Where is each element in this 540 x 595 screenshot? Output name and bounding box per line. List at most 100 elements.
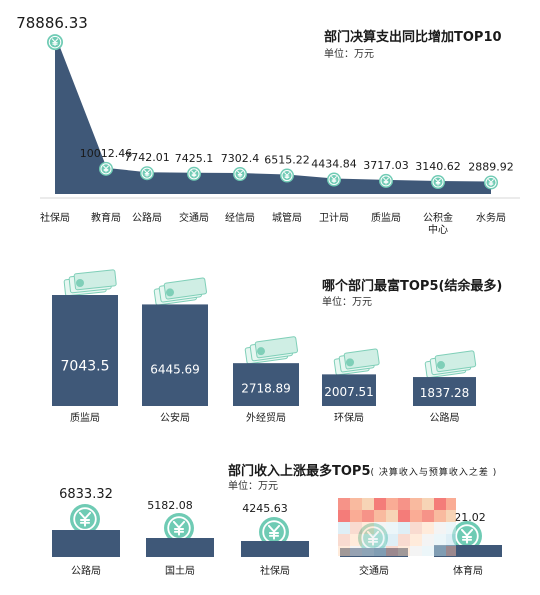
- chart3-category-label: 公路局: [71, 564, 101, 577]
- chart2-bar: [413, 377, 476, 406]
- chart3-value-label: 21.02: [454, 511, 486, 524]
- mosaic-tile: [338, 498, 350, 510]
- mosaic-tile: [374, 522, 386, 534]
- chart2-bar: [233, 363, 299, 406]
- mosaic-tile: [410, 510, 422, 522]
- yuan-coin-icon: [47, 34, 63, 51]
- chart1-value-label: 3717.03: [363, 159, 409, 172]
- chart3-bar: [52, 530, 120, 557]
- chart2-value-label: 2718.89: [241, 381, 291, 395]
- chart3-category-label: 国土局: [165, 564, 195, 577]
- chart1-value-label: 7425.1: [175, 152, 214, 165]
- chart3-unit: 单位：万元: [228, 481, 278, 492]
- mosaic-tile: [350, 510, 362, 522]
- chart1-value-label: 3140.62: [415, 160, 461, 173]
- chart3-bar: [146, 538, 214, 557]
- chart2-value-label: 7043.5: [61, 358, 110, 374]
- obscured-region: [338, 498, 456, 556]
- mosaic-tile: [386, 522, 398, 534]
- mosaic-tile: [350, 546, 362, 556]
- chart1-category-label: 交通局: [179, 211, 209, 224]
- mosaic-tile: [446, 534, 456, 546]
- mosaic-tile: [362, 534, 374, 546]
- chart2-value-label: 6445.69: [150, 362, 200, 376]
- mosaic-tile: [374, 534, 386, 546]
- chart2-category-label: 公安局: [160, 411, 190, 424]
- mosaic-tile: [434, 522, 446, 534]
- chart2-bar: [322, 374, 376, 406]
- yuan-coin-icon: [484, 175, 498, 190]
- yuan-coin-icon: [187, 166, 201, 181]
- chart1-unit: 单位：万元: [324, 49, 374, 60]
- chart1-line: [54, 36, 492, 184]
- yuan-coin-icon: [140, 166, 154, 181]
- mosaic-tile: [422, 546, 434, 556]
- chart2-category-label: 质监局: [70, 411, 100, 424]
- mosaic-tile: [398, 534, 410, 546]
- mosaic-tile: [386, 510, 398, 522]
- chart3-value-label: 4245.63: [242, 502, 288, 515]
- chart1-category-label: 教育局: [91, 211, 121, 224]
- chart1-category-label: 中心: [428, 223, 448, 236]
- chart2-title: 哪个部门最富TOP5(结余最多): [322, 279, 503, 294]
- mosaic-tile: [434, 534, 446, 546]
- mosaic-tile: [410, 534, 422, 546]
- mosaic-tile: [338, 546, 350, 556]
- mosaic-tile: [398, 510, 410, 522]
- chart3-value-label: 5182.08: [147, 499, 193, 512]
- chart2-value-label: 2007.51: [324, 385, 374, 399]
- mosaic-tile: [386, 534, 398, 546]
- mosaic-tile: [350, 534, 362, 546]
- chart1-category-label: 水务局: [476, 211, 506, 224]
- mosaic-tile: [434, 546, 446, 556]
- mosaic-tile: [374, 498, 386, 510]
- yuan-coin-icon: [70, 504, 100, 534]
- mosaic-tile: [362, 546, 374, 556]
- chart2-unit: 单位：万元: [322, 297, 372, 308]
- mosaic-tile: [398, 546, 410, 556]
- mosaic-tile: [350, 522, 362, 534]
- mosaic-tile: [434, 510, 446, 522]
- chart2-value-label: 1837.28: [420, 386, 470, 400]
- mosaic-tile: [386, 498, 398, 510]
- mosaic-tile: [446, 522, 456, 534]
- chart2-category-label: 外经贸局: [246, 411, 286, 424]
- chart1-value-label: 6515.22: [264, 154, 310, 167]
- mosaic-tile: [338, 534, 350, 546]
- mosaic-tile: [446, 546, 456, 556]
- yuan-coin-icon: [327, 172, 341, 187]
- mosaic-tile: [362, 510, 374, 522]
- yuan-coin-icon: [99, 161, 113, 176]
- chart3-category-label: 交通局: [359, 564, 389, 577]
- mosaic-tile: [362, 498, 374, 510]
- money-stack-icon: [63, 269, 117, 297]
- chart3-title: 部门收入上涨最多TOP5( 决算收入与预算收入之差 ): [228, 460, 497, 479]
- chart1-value-label: 10012.46: [80, 147, 133, 160]
- chart1-category-label: 卫计局: [319, 211, 349, 224]
- mosaic-tile: [434, 498, 446, 510]
- mosaic-tile: [422, 522, 434, 534]
- mosaic-tile: [446, 510, 456, 522]
- chart3-title-note: ( 决算收入与预算收入之差 ): [370, 468, 498, 478]
- chart1-value-label: 7742.01: [124, 151, 170, 164]
- yuan-coin-icon: [431, 174, 445, 189]
- mosaic-tile: [386, 546, 398, 556]
- chart1-value-label: 2889.92: [468, 160, 514, 173]
- chart1-category-label: 公积金: [423, 211, 453, 224]
- chart3-category-label: 体育局: [453, 564, 483, 577]
- chart3-category-label: 社保局: [260, 564, 290, 577]
- mosaic-tile: [446, 498, 456, 510]
- chart1-value-label: 4434.84: [311, 158, 357, 171]
- mosaic-tile: [422, 510, 434, 522]
- yuan-coin-icon: [233, 167, 247, 182]
- yuan-coin-icon: [379, 173, 393, 188]
- mosaic-tile: [410, 522, 422, 534]
- chart2-category-label: 公路局: [430, 411, 460, 424]
- chart1-title: 部门决算支出同比增加TOP10: [324, 30, 502, 45]
- chart3-value-label: 6833.32: [59, 487, 113, 502]
- chart1-category-label: 城管局: [272, 211, 302, 224]
- money-stack-icon: [333, 348, 380, 376]
- mosaic-tile: [350, 498, 362, 510]
- mosaic-tile: [422, 534, 434, 546]
